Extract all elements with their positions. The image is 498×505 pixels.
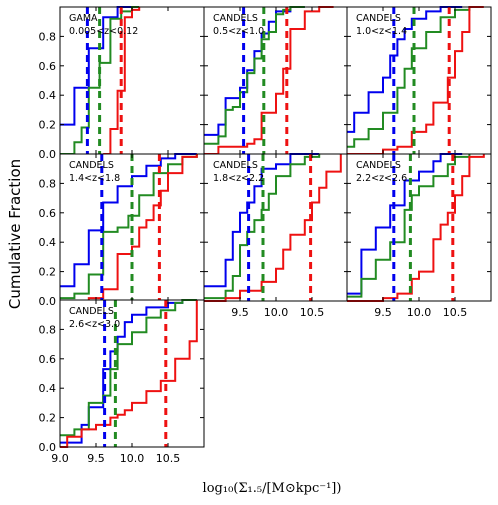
panel-survey-label: CANDELS — [69, 306, 114, 317]
y-tick-label: 0.2 — [39, 412, 57, 425]
y-tick-label: 0.4 — [39, 89, 57, 102]
panel-zrange-label: 2.6<z<3.0 — [69, 319, 120, 330]
y-axis-title: Cumulative Fraction — [6, 159, 24, 309]
y-tick-label: 0.0 — [39, 148, 57, 161]
x-tick-label: 10.0 — [264, 306, 289, 319]
y-tick-label: 0.0 — [39, 441, 57, 454]
panel-p5: 9.5 10.0 10.5 CANDELS 1.8<z<2.2 — [203, 153, 349, 319]
panel-survey-label: CANDELS — [213, 160, 258, 171]
y-tick-label: 0.4 — [39, 236, 57, 249]
cdf-curve-red — [347, 154, 485, 302]
y-tick-label: 0.8 — [39, 30, 57, 43]
panel-survey-label: CANDELS — [69, 160, 114, 171]
cdf-curve-blue — [60, 153, 197, 288]
cdf-curve-red — [204, 6, 334, 155]
panels-group: 0.00.20.40.60.8GAMA0.005<z<0.12CANDELS0.… — [39, 6, 492, 465]
panel-zrange-label: 0.005<z<0.12 — [69, 26, 138, 37]
y-tick-label: 0.6 — [39, 353, 57, 366]
y-tick-label: 0.8 — [39, 323, 57, 336]
x-tick-label: 10.5 — [443, 306, 468, 319]
cdf-curve-red — [103, 7, 141, 155]
panel-survey-label: CANDELS — [356, 13, 401, 24]
cdf-curve-green — [60, 6, 140, 155]
panel-survey-label: GAMA — [69, 13, 98, 24]
cdf-curve-red — [347, 6, 484, 155]
y-tick-label: 0.2 — [39, 119, 57, 132]
x-tick-label: 10.5 — [156, 452, 181, 465]
panel-background — [60, 7, 204, 154]
panel-p1: 0.0 0.2 0.4 0.6 0.8 GAMA 0.005<z<0.12 — [39, 6, 205, 161]
panel-survey-label: CANDELS — [356, 160, 401, 171]
panel-p2: CANDELS 0.5<z<1.0 — [203, 6, 349, 155]
panel-zrange-label: 1.4<z<1.8 — [69, 173, 120, 184]
x-tick-label: 9.5 — [374, 306, 392, 319]
x-axis-title: log₁₀(Σ₁.₅/[M⊙kpc⁻¹]) — [203, 481, 342, 496]
panel-survey-label: CANDELS — [213, 13, 258, 24]
y-tick-label: 0.6 — [39, 207, 57, 220]
cdf-curve-green — [204, 6, 305, 145]
panel-p6: 9.5 10.0 10.5 CANDELS 2.2<z<2.6 — [346, 153, 492, 319]
cdf-curve-green — [60, 299, 197, 437]
x-tick-label: 10.0 — [407, 306, 432, 319]
y-tick-label: 0.8 — [39, 177, 57, 190]
x-tick-label: 10.5 — [300, 306, 325, 319]
panel-zrange-label: 2.2<z<2.6 — [356, 173, 407, 184]
y-tick-label: 0.6 — [39, 60, 57, 73]
x-tick-label: 9.5 — [231, 306, 249, 319]
cdf-curve-green — [347, 7, 471, 148]
x-tick-label: 9.0 — [51, 452, 69, 465]
panel-background — [60, 300, 204, 447]
panel-p3: CANDELS 1.0<z<1.4 — [346, 6, 492, 155]
panel-p7: 0.0 0.2 0.4 0.6 0.8 9.0 9.5 10.0 10.5 CANDELS 2.6<… — [39, 299, 205, 465]
cdf-curve-green — [60, 154, 198, 300]
x-tick-label: 10.0 — [120, 452, 145, 465]
cdf-curve-red — [204, 154, 342, 302]
cdf-curve-blue — [347, 6, 463, 133]
panel-zrange-label: 1.0<z<1.4 — [356, 26, 407, 37]
cdf-curve-blue — [347, 153, 463, 295]
x-tick-label: 9.5 — [87, 452, 105, 465]
y-tick-label: 0.2 — [39, 266, 57, 279]
cdf-curve-blue — [60, 6, 132, 126]
panel-zrange-label: 0.5<z<1.0 — [213, 26, 264, 37]
y-tick-label: 0.0 — [39, 295, 57, 308]
panel-zrange-label: 1.8<z<2.2 — [213, 173, 264, 184]
y-tick-label: 0.4 — [39, 382, 57, 395]
panel-p4: 0.0 0.2 0.4 0.6 0.8 CANDELS 1.4<z<1.8 — [39, 153, 205, 308]
cdf-curve-blue — [204, 153, 320, 288]
cdf-curve-red — [60, 300, 198, 448]
